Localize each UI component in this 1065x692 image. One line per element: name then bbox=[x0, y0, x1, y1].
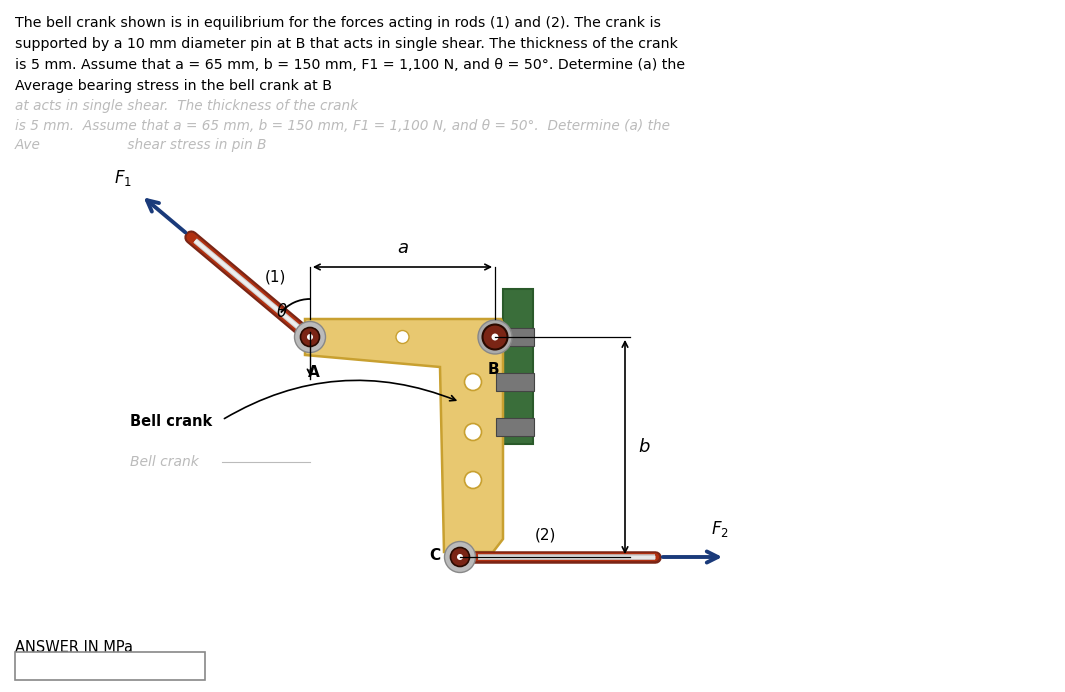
Text: (2): (2) bbox=[535, 527, 556, 543]
Circle shape bbox=[300, 327, 320, 347]
Bar bbox=[15, 652, 204, 680]
Text: Bell crank: Bell crank bbox=[130, 415, 212, 430]
Text: A: A bbox=[308, 365, 320, 380]
Text: Average bearing stress in the bell crank at B: Average bearing stress in the bell crank… bbox=[15, 79, 332, 93]
Polygon shape bbox=[305, 319, 503, 552]
Circle shape bbox=[444, 542, 475, 572]
Circle shape bbox=[464, 424, 481, 441]
Circle shape bbox=[450, 547, 470, 567]
Circle shape bbox=[492, 334, 498, 340]
Bar bbox=[496, 373, 534, 391]
Text: ANSWER IN MPa: ANSWER IN MPa bbox=[15, 639, 133, 655]
Bar bbox=[496, 328, 534, 346]
Text: $F_1$: $F_1$ bbox=[114, 167, 131, 188]
Text: $\theta$: $\theta$ bbox=[276, 303, 288, 321]
Text: is 5 mm.  Assume that a = 65 mm, b = 150 mm, F1 = 1,100 N, and θ = 50°.  Determi: is 5 mm. Assume that a = 65 mm, b = 150 … bbox=[15, 119, 670, 133]
Text: (1): (1) bbox=[265, 270, 286, 284]
Circle shape bbox=[457, 554, 463, 560]
Circle shape bbox=[478, 320, 512, 354]
Circle shape bbox=[396, 331, 409, 343]
Circle shape bbox=[464, 471, 481, 489]
Text: $F_2$: $F_2$ bbox=[711, 519, 728, 539]
Text: Ave                    shear stress in pin B: Ave shear stress in pin B bbox=[15, 138, 267, 152]
Text: B: B bbox=[487, 362, 498, 377]
Circle shape bbox=[295, 322, 326, 352]
Text: at acts in single shear.  The thickness of the crank: at acts in single shear. The thickness o… bbox=[15, 99, 358, 113]
Text: C: C bbox=[429, 547, 440, 563]
Text: supported by a 10 mm diameter pin at B that acts in single shear. The thickness : supported by a 10 mm diameter pin at B t… bbox=[15, 37, 678, 51]
Circle shape bbox=[464, 374, 481, 390]
Text: Bell crank: Bell crank bbox=[130, 455, 199, 469]
Circle shape bbox=[482, 325, 508, 349]
Text: The bell crank shown is in equilibrium for the forces acting in rods (1) and (2): The bell crank shown is in equilibrium f… bbox=[15, 16, 661, 30]
Bar bbox=[496, 418, 534, 436]
Text: $a$: $a$ bbox=[396, 239, 408, 257]
Text: is 5 mm. Assume that a = 65 mm, b = 150 mm, F1 = 1,100 N, and θ = 50°. Determine: is 5 mm. Assume that a = 65 mm, b = 150 … bbox=[15, 58, 685, 72]
Bar bbox=[503, 289, 532, 444]
Circle shape bbox=[307, 334, 313, 340]
Text: $b$: $b$ bbox=[638, 438, 651, 456]
